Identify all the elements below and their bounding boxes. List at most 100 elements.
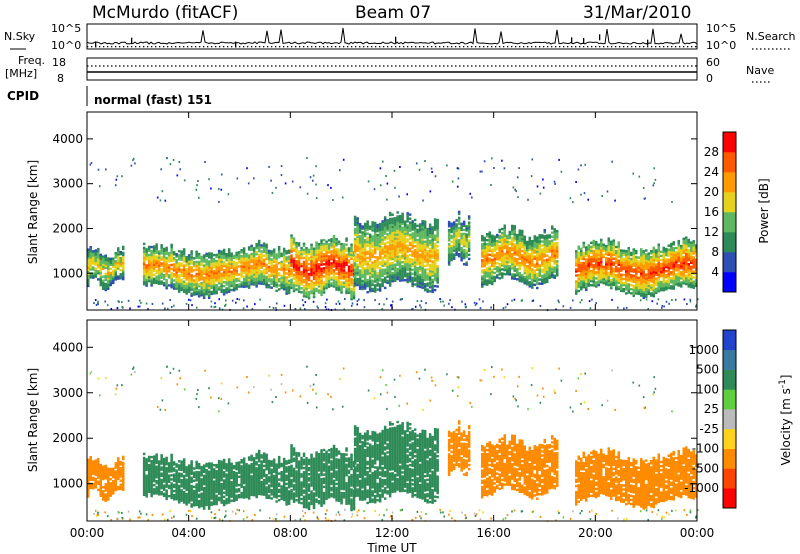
echo-cell [305, 283, 308, 286]
echo-cell [363, 257, 367, 260]
echo-cell [99, 269, 102, 273]
echo-cell [627, 289, 630, 292]
echo-cell [247, 276, 251, 279]
echo-cell [551, 259, 554, 263]
echo-cell [92, 272, 95, 275]
echo-cell [212, 266, 216, 269]
echo-cell [396, 267, 399, 271]
echo-cell [523, 275, 526, 279]
echo-cell [388, 219, 392, 223]
echo-cell [595, 259, 598, 262]
echo-cell [460, 240, 463, 244]
echo-cell [282, 278, 286, 281]
echo-cell [302, 262, 306, 266]
echo-cell [322, 247, 326, 250]
echo-cell [546, 248, 549, 251]
echo-cell [612, 247, 615, 250]
echo-cell [361, 243, 364, 246]
echo-cell [202, 292, 206, 296]
nsearch-dot [451, 46, 453, 48]
echo-cell [607, 277, 610, 281]
noise-cell [253, 177, 255, 180]
echo-cell [307, 268, 311, 272]
noise-cell [218, 298, 220, 301]
echo-cell [672, 267, 675, 270]
echo-cell [677, 280, 680, 283]
echo-cell [373, 270, 377, 273]
echo-cell [677, 256, 680, 259]
echo-cell [315, 275, 318, 279]
echo-cell [87, 248, 90, 251]
echo-cell [378, 255, 382, 258]
echo-cell [513, 269, 516, 272]
echo-cell [632, 294, 635, 298]
echo-cell [162, 277, 166, 281]
echo-cell [315, 263, 318, 267]
echo-cell [662, 256, 665, 260]
echo-cell [376, 276, 379, 279]
echo-cell [297, 268, 301, 271]
echo-cell [538, 240, 541, 243]
echo-cell [280, 252, 283, 256]
echo-cell [431, 278, 434, 282]
echo-cell [297, 282, 301, 285]
echo-cell [165, 270, 168, 274]
echo-cell [122, 255, 125, 259]
echo-cell [376, 227, 379, 231]
echo-cell [242, 257, 246, 260]
echo-cell [267, 261, 271, 265]
echo-cell [508, 251, 511, 254]
echo-cell [262, 244, 266, 247]
nsearch-dot [647, 46, 649, 48]
echo-cell [240, 265, 243, 268]
echo-cell [358, 223, 362, 226]
echo-cell [516, 262, 519, 265]
echo-cell [418, 283, 422, 287]
echo-cell [587, 274, 590, 277]
echo-cell [418, 285, 422, 289]
echo-cell [553, 242, 556, 245]
echo-cell [408, 273, 412, 277]
echo-cell [580, 253, 583, 257]
echo-cell [340, 283, 343, 286]
echo-cell [436, 271, 439, 274]
echo-cell [516, 260, 519, 263]
echo-cell [386, 271, 389, 274]
echo-cell [421, 266, 424, 269]
echo-cell [381, 234, 384, 237]
echo-cell [605, 257, 608, 260]
echo-cell [481, 275, 484, 278]
echo-cell [615, 245, 618, 249]
nsearch-dot [363, 46, 365, 48]
echo-cell [182, 286, 186, 289]
echo-cell [307, 291, 311, 294]
echo-cell [556, 242, 559, 245]
echo-cell [680, 263, 683, 266]
echo-cell [450, 236, 453, 240]
echo-cell [690, 269, 693, 273]
echo-cell [408, 277, 412, 281]
echo-cell [152, 257, 156, 260]
nsearch-dot [691, 46, 693, 48]
echo-cell [617, 273, 620, 277]
echo-cell [157, 278, 161, 281]
echo-cell [197, 262, 201, 266]
echo-cell [672, 249, 675, 252]
echo-cell [220, 264, 223, 267]
echo-cell [225, 283, 228, 286]
echo-cell [627, 275, 630, 278]
echo-cell [345, 289, 348, 293]
echo-cell [332, 281, 336, 284]
noise-cell [335, 302, 338, 305]
echo-cell [302, 268, 306, 272]
echo-cell [272, 282, 276, 286]
cpid-label: CPID [7, 89, 39, 103]
echo-cell [325, 282, 328, 286]
echo-cell [225, 267, 228, 270]
echo-cell [122, 273, 125, 277]
echo-cell [508, 273, 511, 276]
echo-cell [582, 286, 585, 289]
echo-cell [657, 243, 660, 246]
echo-cell [403, 234, 407, 238]
nsearch-dot [347, 46, 349, 48]
